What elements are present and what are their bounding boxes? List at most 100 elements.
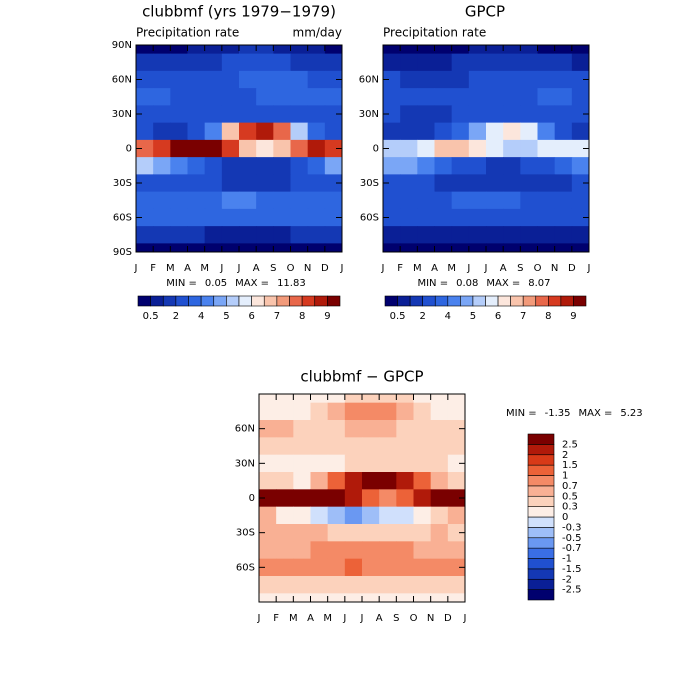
cell — [170, 243, 188, 253]
cell — [362, 558, 380, 577]
cell — [486, 53, 504, 72]
cell — [307, 122, 326, 141]
cell — [430, 394, 449, 404]
cell — [204, 53, 223, 72]
cell — [554, 226, 573, 244]
cell — [447, 489, 466, 508]
colorbar-box — [527, 506, 555, 518]
cell — [554, 191, 573, 210]
chart-title: GPCP — [465, 3, 505, 21]
cell — [259, 524, 277, 542]
cell — [187, 88, 206, 106]
cell — [468, 88, 487, 106]
cell — [239, 243, 257, 253]
stats: MIN = 0.05 MAX = 11.83 — [166, 278, 305, 289]
cell — [136, 45, 154, 55]
cell — [170, 139, 188, 158]
cell — [293, 506, 311, 525]
colorbar-box — [434, 295, 449, 307]
colorbar-box — [527, 516, 555, 528]
x-tick-label: N — [304, 263, 311, 274]
colorbar-box — [276, 295, 290, 307]
x-tick-label: J — [587, 263, 591, 274]
cell — [451, 157, 470, 175]
stats-max-label: MAX = — [235, 278, 269, 289]
cell — [187, 70, 206, 89]
cell — [379, 524, 397, 542]
colorbar-label: 2.5 — [562, 439, 578, 450]
x-tick-label: D — [321, 263, 329, 274]
cell — [434, 45, 453, 55]
cell — [362, 489, 380, 508]
cell — [290, 45, 309, 55]
cell — [293, 454, 311, 473]
cell — [537, 45, 556, 55]
cell — [396, 454, 414, 473]
chart-title: clubbmf − GPCP — [300, 368, 423, 386]
colorbar-box — [150, 295, 164, 307]
cell — [204, 139, 223, 158]
cell — [520, 45, 538, 55]
cell — [256, 243, 274, 253]
cell — [447, 394, 466, 404]
cell — [520, 208, 538, 227]
colorbar-box — [527, 495, 555, 507]
cell — [571, 122, 590, 141]
cell — [344, 472, 363, 490]
cell — [290, 208, 309, 227]
cell — [276, 541, 294, 560]
cell — [486, 70, 504, 89]
cell — [310, 576, 329, 594]
cell — [383, 243, 401, 253]
cell — [310, 402, 329, 421]
cell — [383, 88, 401, 106]
cell — [396, 541, 414, 560]
y-tick-label: 30S — [236, 528, 255, 539]
cell — [434, 191, 453, 210]
cell — [520, 226, 538, 244]
cell — [417, 53, 435, 72]
cell — [256, 70, 274, 89]
cell — [520, 88, 538, 106]
cell — [413, 420, 432, 438]
cell — [327, 420, 346, 438]
cell — [396, 593, 414, 603]
cell — [310, 472, 329, 490]
cell — [537, 174, 556, 193]
cell — [413, 489, 432, 508]
cell — [430, 402, 449, 421]
cell — [290, 157, 309, 175]
cell — [396, 576, 414, 594]
cell — [221, 226, 240, 244]
colorbar-label: 4 — [445, 311, 451, 322]
colorbar-box — [213, 295, 227, 307]
cell — [503, 53, 521, 72]
x-tick-label: J — [342, 613, 346, 624]
x-tick-label: A — [431, 263, 438, 274]
cell — [451, 88, 470, 106]
cell — [413, 394, 432, 404]
colorbar-label: -2.5 — [562, 585, 582, 596]
cell — [290, 53, 309, 72]
cell — [537, 105, 556, 124]
cell — [136, 122, 154, 141]
cell — [327, 454, 346, 473]
cell — [520, 174, 538, 193]
cell — [344, 541, 363, 560]
y-tick-label: 30N — [235, 458, 255, 469]
x-tick-label: N — [551, 263, 558, 274]
cell — [520, 70, 538, 89]
x-tick-label: D — [568, 263, 576, 274]
colorbar-box — [162, 295, 177, 307]
cell — [430, 420, 449, 438]
cell — [204, 45, 223, 55]
cell — [187, 139, 206, 158]
cell — [451, 191, 470, 210]
cell — [273, 45, 291, 55]
cell — [383, 226, 401, 244]
cell — [362, 437, 380, 456]
y-tick-label: 60S — [113, 213, 132, 224]
cell — [136, 191, 154, 210]
cell — [413, 506, 432, 525]
